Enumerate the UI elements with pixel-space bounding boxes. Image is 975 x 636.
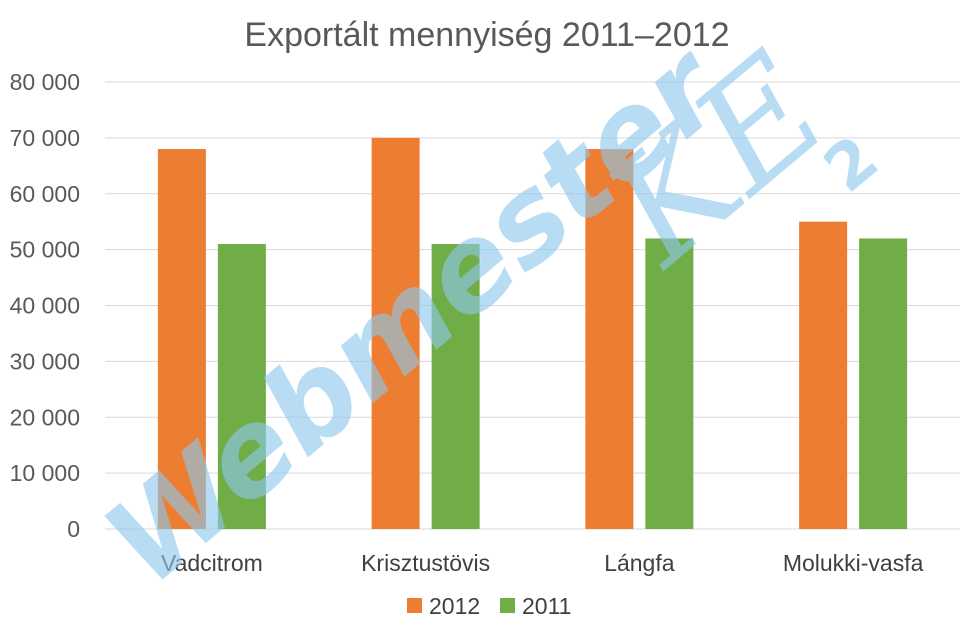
y-tick-label: 60 000 [10,181,80,207]
y-tick-label: 10 000 [10,460,80,486]
legend-swatch-2011 [500,598,515,613]
bar-2012-3 [799,221,848,529]
x-category-label: Krisztustövis [361,550,490,576]
legend-label: 2012 [429,593,480,619]
chart-title: Exportált mennyiség 2011–2012 [244,16,729,54]
bar-2012-2 [585,149,634,530]
y-tick-label: 0 [67,516,80,542]
bar-2011-2 [645,238,694,529]
legend-swatch-2012 [407,598,422,613]
y-tick-label: 30 000 [10,348,80,374]
bars [157,137,908,530]
bar-2011-1 [431,244,480,529]
bar-2012-1 [371,137,420,529]
x-category-label: Molukki-vasfa [783,550,924,576]
y-tick-label: 40 000 [10,293,80,319]
legend: 2012 2011 [407,593,571,619]
x-category-label: Lángfa [604,550,675,576]
bar-2011-0 [217,244,266,529]
y-tick-label: 80 000 [10,69,80,95]
y-tick-label: 20 000 [10,404,80,430]
x-category-label: Vadcitrom [161,550,263,576]
y-axis-tick-labels: 0 10 000 20 000 30 000 40 000 50 000 60 000 70 … [10,69,80,542]
bar-2012-0 [157,149,206,530]
legend-label: 2011 [522,593,571,619]
y-tick-label: 50 000 [10,237,80,263]
bar-2011-3 [859,238,908,529]
y-tick-label: 70 000 [10,125,80,151]
x-axis-category-labels: Vadcitrom Krisztustövis Lángfa Molukki-vasf… [161,550,924,576]
